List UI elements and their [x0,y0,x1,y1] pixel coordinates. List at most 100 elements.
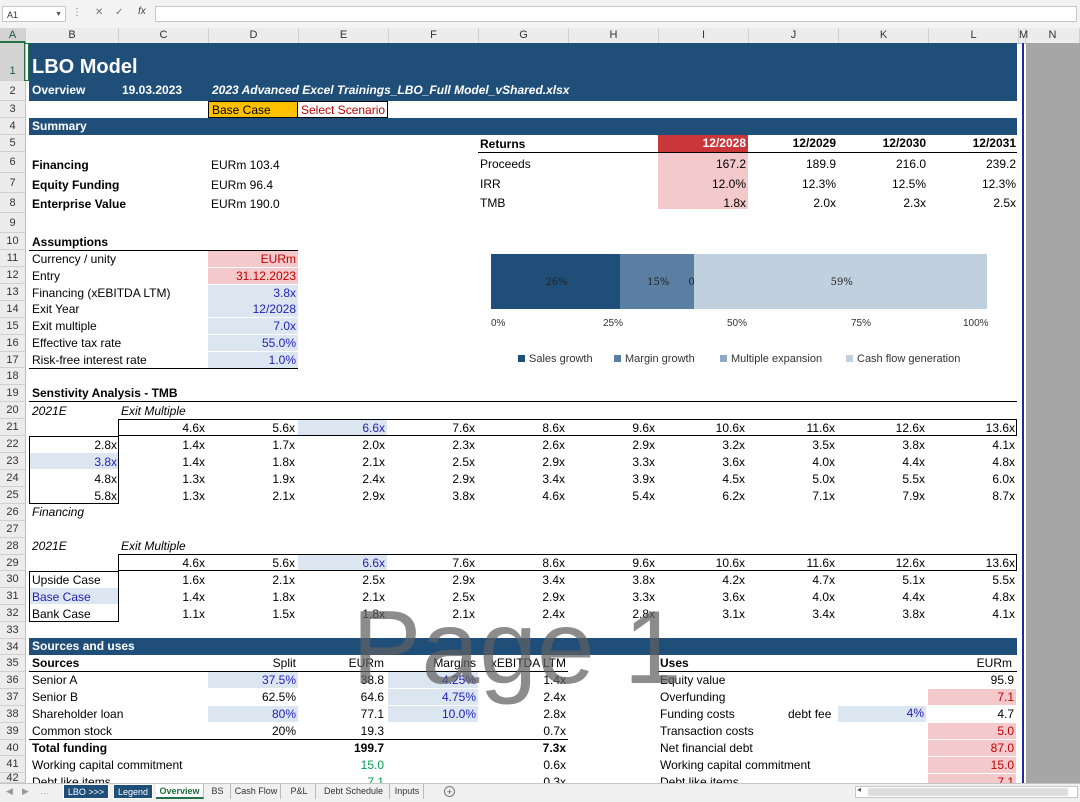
column-header-e[interactable]: E [299,28,389,43]
chevron-down-icon[interactable]: ▼ [55,11,62,18]
row-header-2[interactable]: 2 [0,81,26,101]
column-header-a[interactable]: A [0,28,26,43]
t1-row-caption: Financing [32,505,85,519]
name-box[interactable]: A1 ▼ [2,6,66,22]
row-header-40[interactable]: 40 [0,740,26,756]
row-header-38[interactable]: 38 [0,706,26,723]
row-header-19[interactable]: 19 [0,385,26,402]
row-header-32[interactable]: 32 [0,605,26,622]
check-icon[interactable]: ✓ [115,7,124,18]
sensitivity-cell: 4.1x [992,438,1015,452]
column-header-k[interactable]: K [839,28,929,43]
sheet-tab[interactable]: Legend [113,784,153,799]
debt-fee-input[interactable]: 4% [838,706,926,722]
select-scenario-cell[interactable]: Select Scenario [297,101,388,118]
column-header-l[interactable]: L [929,28,1019,43]
source-margin[interactable]: 4.25% [388,672,478,688]
eurm-col-header: EURm [348,656,384,670]
column-header-n[interactable]: N [1026,28,1080,43]
tab-ellipsis-icon[interactable]: … [40,786,49,796]
sheet-tab[interactable]: P&L [283,784,316,799]
assumption-input[interactable]: 1.0% [208,351,298,368]
row-header-12[interactable]: 12 [0,267,26,284]
row-header-31[interactable]: 31 [0,588,26,605]
source-split[interactable]: 37.5% [208,672,298,688]
row-header-26[interactable]: 26 [0,504,26,521]
column-header-f[interactable]: F [389,28,479,43]
row-header-6[interactable]: 6 [0,152,26,173]
scroll-left-icon[interactable]: ◂ [857,785,862,794]
row-header-3[interactable]: 3 [0,101,26,118]
column-header-j[interactable]: J [749,28,839,43]
assumption-input[interactable]: 31.12.2023 [208,267,298,284]
column-header-c[interactable]: C [119,28,209,43]
next-sheet-icon[interactable]: ▶ [22,786,29,796]
assumption-input[interactable]: 3.8x [208,284,298,301]
assumption-input[interactable]: 12/2028 [208,301,298,318]
row-header-33[interactable]: 33 [0,622,26,639]
row-header-27[interactable]: 27 [0,521,26,538]
column-header-d[interactable]: D [209,28,299,43]
column-header-m[interactable]: M [1019,28,1029,43]
row-header-13[interactable]: 13 [0,284,26,301]
base-case-cell[interactable]: Base Case [208,101,298,118]
row-header-9[interactable]: 9 [0,213,26,233]
sheet-tab[interactable]: LBO >>> [63,784,109,799]
row-header-30[interactable]: 30 [0,571,26,588]
row-header-7[interactable]: 7 [0,173,26,193]
row-header-21[interactable]: 21 [0,419,26,436]
row-header-23[interactable]: 23 [0,453,26,470]
add-sheet-icon[interactable]: + [444,786,455,797]
source-margin[interactable]: 4.75% [388,689,478,705]
sheet-tab[interactable]: BS [205,784,231,799]
row-header-42[interactable]: 42 [0,773,26,784]
row-header-15[interactable]: 15 [0,318,26,335]
prev-sheet-icon[interactable]: ◀ [6,786,13,796]
row-header-17[interactable]: 17 [0,352,26,368]
returns-rule [478,152,1017,153]
row-header-14[interactable]: 14 [0,301,26,318]
row-header-25[interactable]: 25 [0,487,26,504]
row-header-22[interactable]: 22 [0,436,26,453]
assumption-input[interactable]: EURm [208,251,298,267]
sheet-tab[interactable]: Debt Schedule [318,784,390,799]
assumption-input[interactable]: 55.0% [208,335,298,351]
row-header-24[interactable]: 24 [0,470,26,487]
sheet-tab[interactable]: Cash Flow [232,784,281,799]
row-header-18[interactable]: 18 [0,368,26,385]
source-margin[interactable]: 10.0% [388,706,478,722]
row-header-5[interactable]: 5 [0,135,26,152]
row-header-11[interactable]: 11 [0,250,26,267]
sensitivity-cell: 3.3x [632,590,655,604]
row-header-10[interactable]: 10 [0,233,26,250]
column-header-h[interactable]: H [569,28,659,43]
fx-icon[interactable]: fx [138,6,146,17]
close-icon[interactable]: ✕ [95,7,104,18]
row-header-29[interactable]: 29 [0,555,26,571]
row-header-35[interactable]: 35 [0,655,26,672]
column-header-b[interactable]: B [26,28,119,43]
row-header-41[interactable]: 41 [0,756,26,773]
sheet-tab[interactable]: Inputs [391,784,424,799]
row-header-20[interactable]: 20 [0,402,26,419]
row-header-39[interactable]: 39 [0,723,26,740]
row-header-16[interactable]: 16 [0,335,26,352]
active-cell-a1[interactable] [24,43,29,81]
assumption-input[interactable]: 7.0x [208,318,298,335]
row-header-1[interactable]: 1 [0,43,26,81]
sensitivity-cell: 3.8x [452,489,475,503]
source-split[interactable]: 80% [208,706,298,722]
column-header-g[interactable]: G [479,28,569,43]
row-header-34[interactable]: 34 [0,639,26,655]
returns-value: 12.3% [801,176,836,191]
row-header-28[interactable]: 28 [0,538,26,555]
horizontal-scrollbar[interactable]: ◂ [855,785,1078,798]
column-header-i[interactable]: I [659,28,749,43]
scroll-thumb[interactable] [868,788,1068,796]
row-header-36[interactable]: 36 [0,672,26,689]
sheet-tab[interactable]: Overview [156,784,204,799]
formula-input[interactable] [155,6,1077,22]
row-header-8[interactable]: 8 [0,193,26,213]
row-header-4[interactable]: 4 [0,118,26,135]
row-header-37[interactable]: 37 [0,689,26,706]
